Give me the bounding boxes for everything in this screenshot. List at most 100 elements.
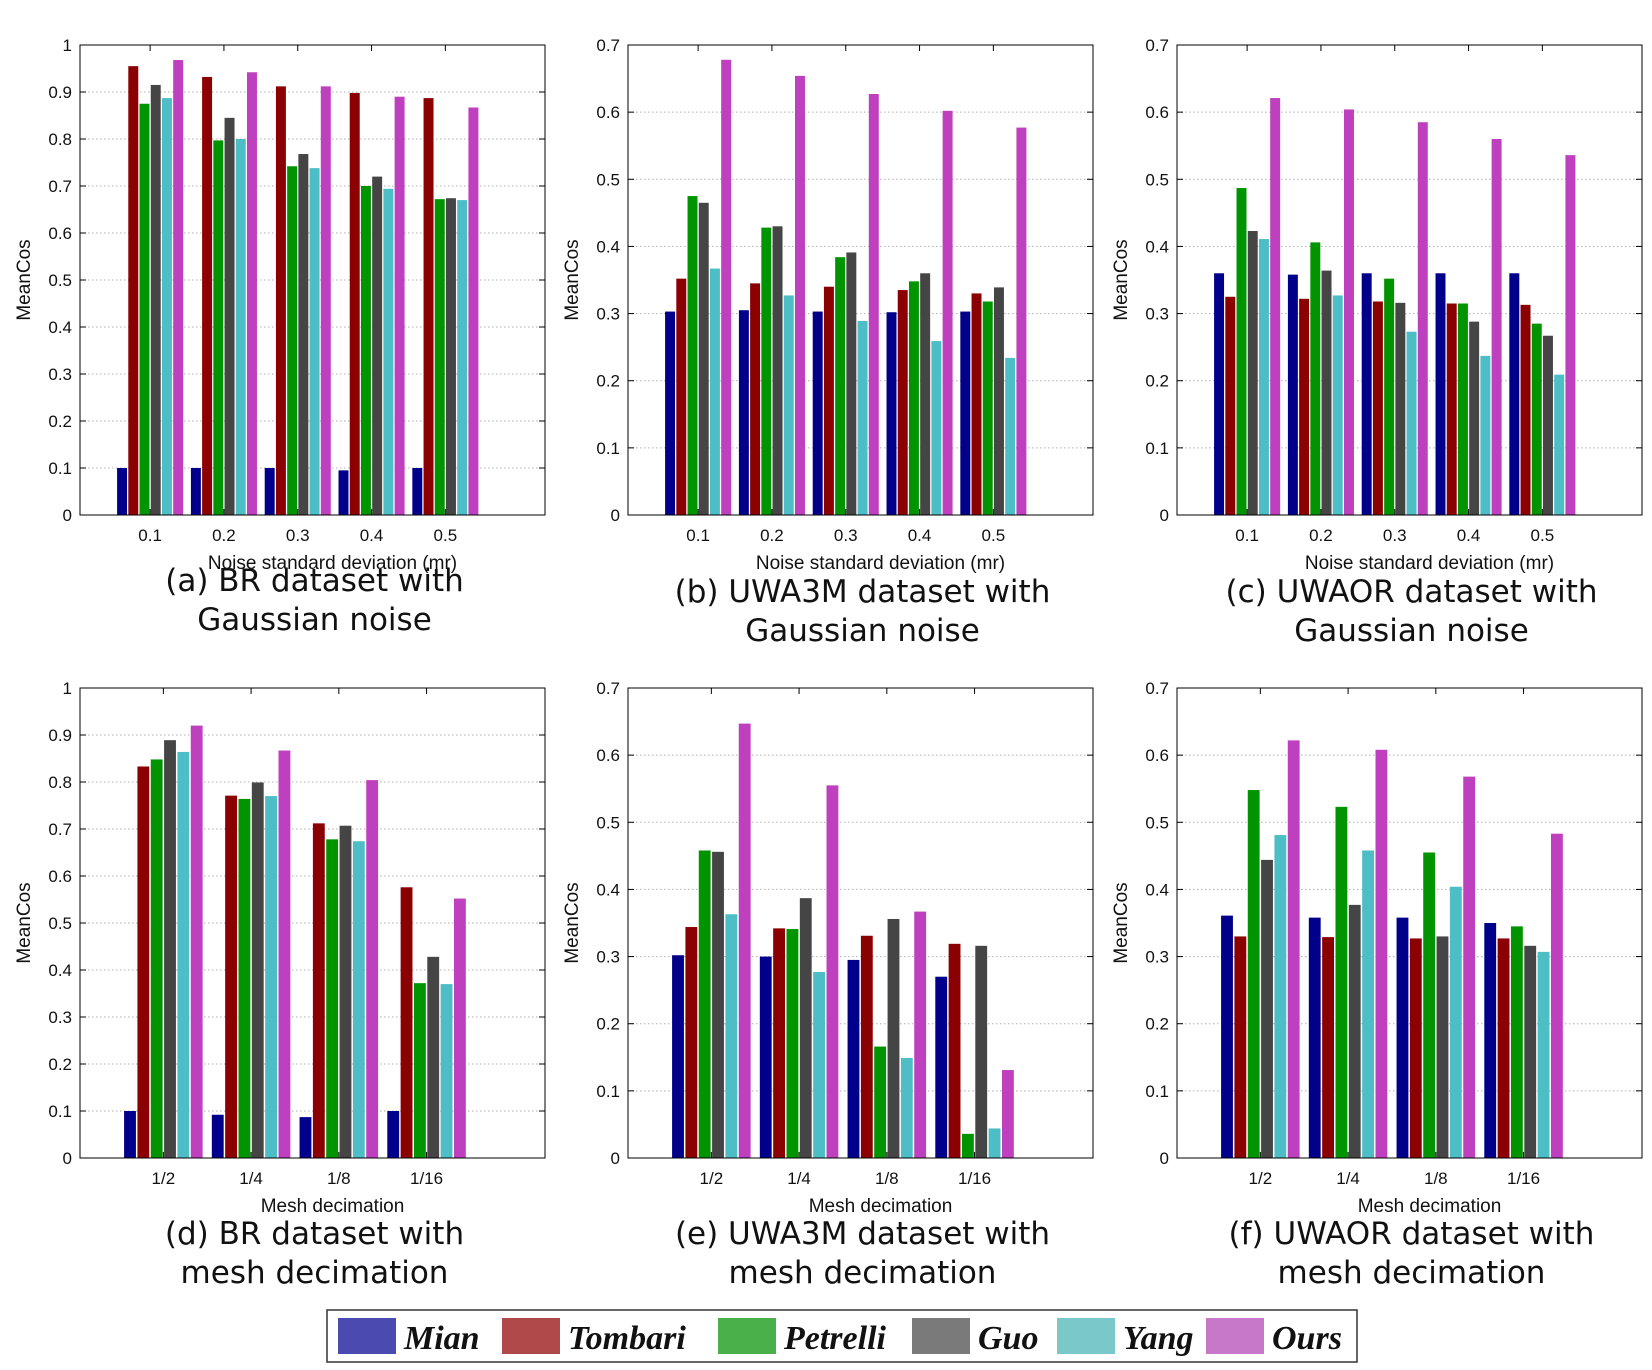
bar-petrelli [1510, 926, 1523, 1158]
bar-ours [942, 110, 953, 516]
bar-ours [1287, 740, 1300, 1158]
bar-ours [721, 59, 732, 516]
bar-tombari [1322, 937, 1335, 1158]
x-tick-label: 0.5 [434, 526, 458, 545]
bar-yang [1332, 295, 1343, 515]
bar-tombari [128, 66, 139, 516]
y-tick-label: 0.6 [48, 867, 72, 886]
bar-ours [1463, 776, 1476, 1158]
bar-petrelli [874, 1046, 887, 1158]
x-axis-label: Noise standard deviation (mr) [208, 553, 457, 574]
y-tick-label: 0.4 [48, 318, 72, 337]
bar-yang [783, 295, 794, 515]
bar-yang [1258, 239, 1269, 516]
x-tick-label: 1/8 [327, 1169, 351, 1188]
y-tick-label: 0.3 [48, 1008, 72, 1027]
bar-mian [1361, 273, 1372, 515]
bar-yang [931, 341, 942, 515]
caption-line-1: (e) UWA3M dataset with [675, 1216, 1050, 1252]
x-tick-label: 1/4 [787, 1169, 811, 1188]
bar-yang [1537, 951, 1550, 1158]
x-tick-label: 1/16 [410, 1169, 443, 1188]
bar-mian [1221, 915, 1233, 1158]
x-tick-label: 1/8 [875, 1169, 899, 1188]
bar-mian [1287, 274, 1298, 515]
x-axis-label: Noise standard deviation (mr) [756, 553, 1005, 574]
plot-frame [79, 687, 546, 1159]
y-tick-label: 0.2 [1145, 372, 1169, 391]
plot-frame [79, 44, 546, 516]
bar-mian [117, 468, 128, 515]
caption-line-1: (c) UWAOR dataset with [1225, 574, 1597, 610]
bar-guo [224, 117, 235, 515]
plot-frame [1176, 44, 1643, 516]
bar-tombari [1446, 303, 1457, 515]
legend-label-petrelli: Petrelli [783, 1320, 887, 1357]
bar-ours [794, 75, 805, 515]
bar-mian [886, 312, 897, 515]
legend-label-mian: Mian [403, 1320, 480, 1357]
bar-guo [975, 945, 988, 1158]
y-tick-label: 0.4 [596, 880, 620, 899]
bar-ours [278, 750, 291, 1158]
x-axis-label: Mesh decimation [809, 1196, 953, 1217]
y-tick-label: 0.2 [596, 372, 620, 391]
y-axis-label: MeanCos [1111, 882, 1132, 963]
x-tick-label: 0.2 [760, 526, 784, 545]
x-axis-label: Mesh decimation [261, 1196, 405, 1217]
bar-ours [1491, 139, 1502, 515]
bar-petrelli [413, 983, 426, 1158]
bar-mian [1509, 273, 1520, 515]
y-tick-label: 0 [1160, 1149, 1169, 1168]
y-tick-label: 1 [63, 679, 72, 698]
bar-guo [920, 273, 931, 515]
bar-yang [1480, 355, 1491, 515]
y-tick-label: 0.9 [48, 726, 72, 745]
y-tick-label: 0.6 [596, 103, 620, 122]
y-tick-label: 0.3 [596, 305, 620, 324]
y-tick-label: 0.6 [596, 746, 620, 765]
x-tick-label: 0.1 [686, 526, 710, 545]
bar-tombari [1299, 298, 1310, 515]
bar-tombari [349, 92, 360, 515]
bar-tombari [400, 887, 413, 1158]
x-tick-label: 0.4 [1457, 526, 1481, 545]
x-tick-label: 1/8 [1424, 1169, 1448, 1188]
bar-yang [1406, 331, 1417, 515]
y-tick-label: 0.4 [596, 237, 620, 256]
bar-tombari [225, 795, 238, 1158]
caption-line-2: mesh decimation [1278, 1255, 1546, 1291]
y-tick-label: 0.4 [48, 961, 72, 980]
bar-guo [712, 851, 724, 1158]
plot-frame [1176, 687, 1643, 1159]
bar-yang [1362, 850, 1375, 1158]
y-tick-label: 0.6 [1145, 746, 1169, 765]
bar-ours [1001, 1070, 1014, 1158]
caption-line-2: Gaussian noise [745, 613, 980, 649]
bar-tombari [1497, 938, 1510, 1158]
bar-mian [738, 310, 749, 515]
bar-yang [457, 200, 468, 515]
legend: Mian Tombari Petrelli Guo Yang Ours [326, 1309, 1358, 1363]
x-tick-label: 1/4 [1336, 1169, 1360, 1188]
y-tick-label: 0.1 [48, 459, 72, 478]
caption-line-1: (f) UWAOR dataset with [1229, 1216, 1595, 1252]
x-tick-label: 0.2 [1309, 526, 1333, 545]
bar-ours [453, 898, 466, 1158]
y-tick-label: 0.2 [1145, 1015, 1169, 1034]
y-axis-label: MeanCos [562, 882, 583, 963]
y-tick-label: 0.2 [48, 412, 72, 431]
bar-mian [665, 311, 676, 515]
bar-ours [1016, 127, 1027, 515]
bar-petrelli [238, 798, 251, 1158]
bar-tombari [1520, 304, 1531, 515]
bar-petrelli [761, 227, 772, 515]
bar-yang [383, 188, 394, 515]
bar-guo [150, 84, 161, 515]
bar-guo [1247, 230, 1258, 515]
bar-mian [412, 468, 423, 515]
bar-petrelli [1310, 242, 1321, 515]
y-tick-label: 0.7 [48, 820, 72, 839]
x-tick-label: 1/16 [1507, 1169, 1540, 1188]
bar-mian [672, 955, 684, 1158]
